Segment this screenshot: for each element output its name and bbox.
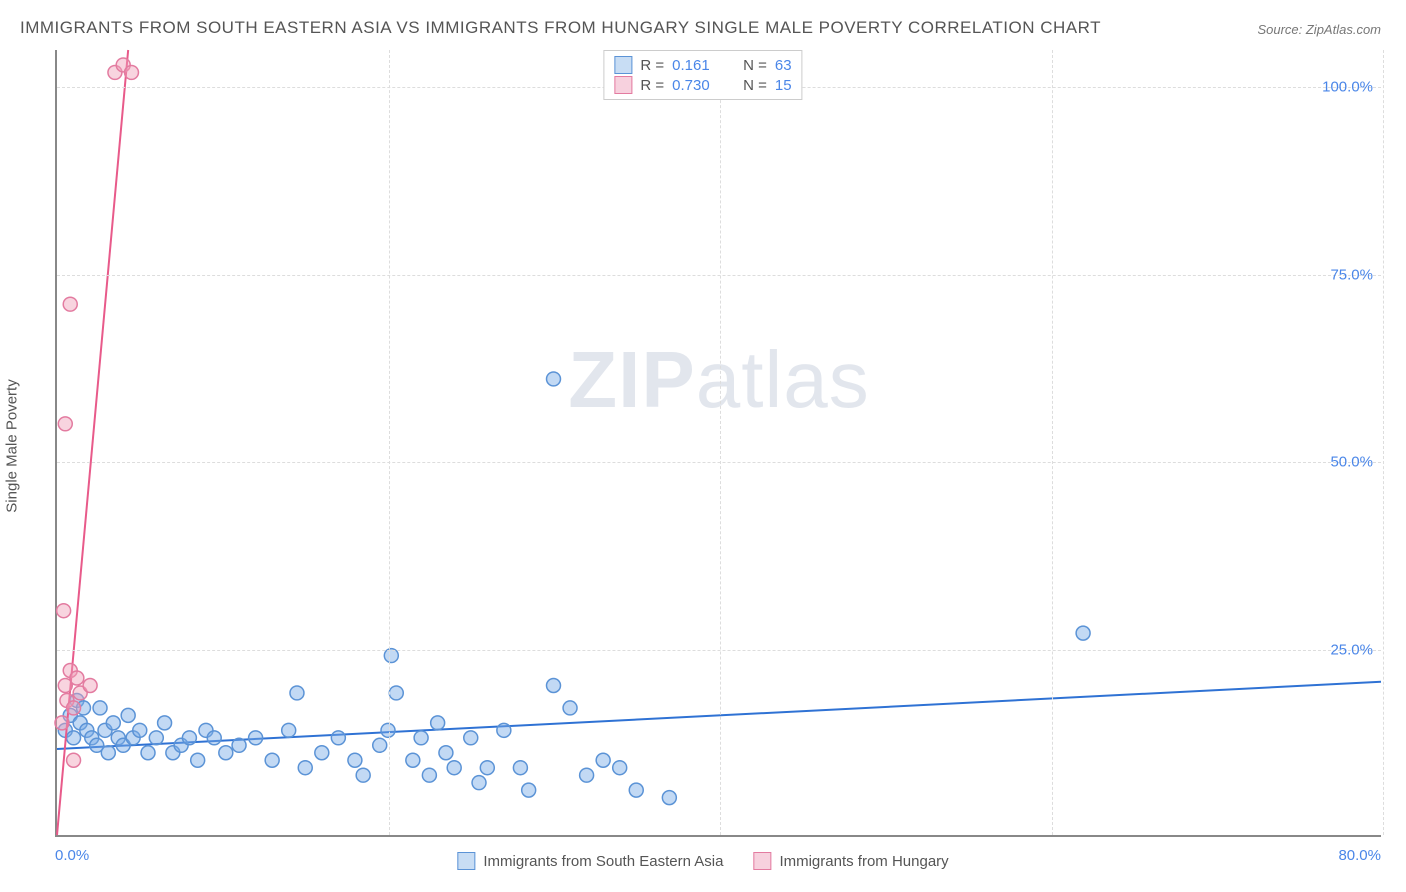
series-legend-item-sea: Immigrants from South Eastern Asia [457, 852, 723, 870]
data-point-sea [480, 761, 494, 775]
y-tick-label: 25.0% [1330, 641, 1373, 658]
data-point-sea [497, 723, 511, 737]
data-point-hun [67, 753, 81, 767]
data-point-hun [55, 716, 69, 730]
data-point-sea [513, 761, 527, 775]
series-name: Immigrants from South Eastern Asia [483, 853, 723, 870]
gridline-v [1052, 50, 1053, 835]
gridline-h [57, 275, 1381, 276]
legend-row-sea: R = 0.161 N = 63 [614, 55, 791, 75]
source-attribution: Source: ZipAtlas.com [1257, 22, 1381, 37]
data-point-sea [431, 716, 445, 730]
data-point-sea [389, 686, 403, 700]
data-point-sea [414, 731, 428, 745]
n-label: N = [743, 57, 767, 74]
y-axis-label: Single Male Poverty [4, 379, 21, 512]
data-point-hun [58, 417, 72, 431]
x-tick-min: 0.0% [55, 847, 89, 864]
data-point-sea [662, 791, 676, 805]
data-point-sea [315, 746, 329, 760]
plot-area: ZIPatlas 25.0%50.0%75.0%100.0% [55, 50, 1381, 837]
data-point-sea [106, 716, 120, 730]
data-point-sea [121, 708, 135, 722]
data-point-sea [219, 746, 233, 760]
data-point-sea [384, 649, 398, 663]
data-point-sea [373, 738, 387, 752]
data-point-sea [298, 761, 312, 775]
data-point-sea [331, 731, 345, 745]
data-point-sea [629, 783, 643, 797]
legend-swatch [614, 56, 632, 74]
n-label: N = [743, 77, 767, 94]
chart-title: IMMIGRANTS FROM SOUTH EASTERN ASIA VS IM… [20, 18, 1101, 38]
legend-row-hun: R = 0.730 N = 15 [614, 75, 791, 95]
data-point-sea [101, 746, 115, 760]
data-point-hun [57, 604, 71, 618]
legend-swatch [614, 76, 632, 94]
data-point-sea [547, 678, 561, 692]
data-point-sea [472, 776, 486, 790]
series-legend: Immigrants from South Eastern Asia Immigr… [457, 852, 948, 870]
data-point-sea [158, 716, 172, 730]
data-point-hun [67, 701, 81, 715]
correlation-legend: R = 0.161 N = 63 R = 0.730 N = 15 [603, 50, 802, 100]
gridline-v [1383, 50, 1384, 835]
data-point-sea [67, 731, 81, 745]
data-point-sea [563, 701, 577, 715]
gridline-h [57, 650, 1381, 651]
data-point-sea [265, 753, 279, 767]
y-tick-label: 75.0% [1330, 266, 1373, 283]
data-point-sea [191, 753, 205, 767]
data-point-sea [547, 372, 561, 386]
plot-svg [57, 50, 1381, 835]
data-point-sea [596, 753, 610, 767]
n-value: 63 [775, 57, 792, 74]
data-point-sea [348, 753, 362, 767]
data-point-hun [70, 671, 84, 685]
data-point-sea [580, 768, 594, 782]
data-point-sea [149, 731, 163, 745]
data-point-sea [1076, 626, 1090, 640]
y-tick-label: 100.0% [1322, 79, 1373, 96]
gridline-h [57, 462, 1381, 463]
data-point-sea [522, 783, 536, 797]
legend-swatch [753, 852, 771, 870]
data-point-sea [207, 731, 221, 745]
data-point-hun [63, 297, 77, 311]
data-point-sea [182, 731, 196, 745]
y-tick-label: 50.0% [1330, 454, 1373, 471]
r-label: R = [640, 57, 664, 74]
data-point-sea [422, 768, 436, 782]
legend-swatch [457, 852, 475, 870]
data-point-sea [464, 731, 478, 745]
r-label: R = [640, 77, 664, 94]
gridline-v [389, 50, 390, 835]
x-tick-max: 80.0% [1338, 847, 1381, 864]
data-point-hun [124, 65, 138, 79]
data-point-sea [141, 746, 155, 760]
data-point-sea [290, 686, 304, 700]
data-point-sea [232, 738, 246, 752]
r-value: 0.730 [672, 77, 727, 94]
r-value: 0.161 [672, 57, 727, 74]
data-point-sea [356, 768, 370, 782]
data-point-sea [447, 761, 461, 775]
data-point-sea [406, 753, 420, 767]
series-name: Immigrants from Hungary [779, 853, 948, 870]
gridline-v [720, 50, 721, 835]
data-point-sea [439, 746, 453, 760]
data-point-sea [249, 731, 263, 745]
data-point-sea [613, 761, 627, 775]
series-legend-item-hun: Immigrants from Hungary [753, 852, 948, 870]
data-point-sea [133, 723, 147, 737]
data-point-hun [83, 678, 97, 692]
data-point-sea [93, 701, 107, 715]
n-value: 15 [775, 77, 792, 94]
data-point-sea [282, 723, 296, 737]
